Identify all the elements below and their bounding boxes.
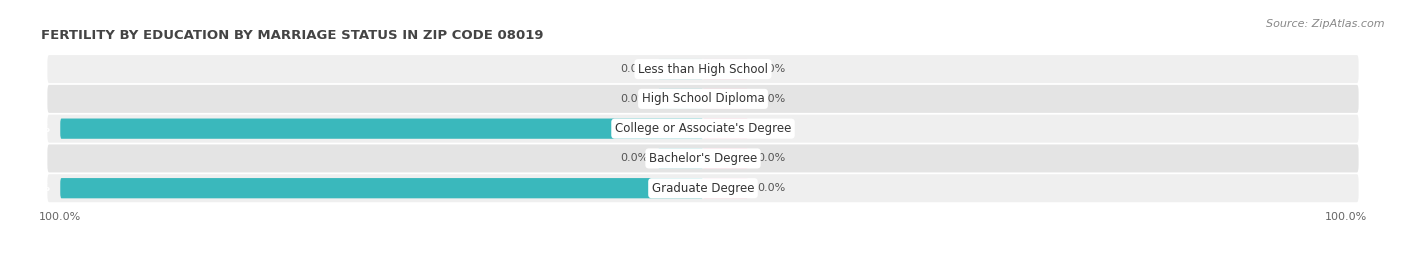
Text: Source: ZipAtlas.com: Source: ZipAtlas.com: [1267, 19, 1385, 29]
FancyBboxPatch shape: [703, 148, 748, 169]
FancyBboxPatch shape: [60, 118, 703, 139]
Text: Bachelor's Degree: Bachelor's Degree: [650, 152, 756, 165]
Text: College or Associate's Degree: College or Associate's Degree: [614, 122, 792, 135]
Text: 0.0%: 0.0%: [620, 94, 648, 104]
FancyBboxPatch shape: [48, 174, 1358, 202]
FancyBboxPatch shape: [658, 148, 703, 169]
FancyBboxPatch shape: [48, 115, 1358, 143]
Text: 0.0%: 0.0%: [620, 64, 648, 74]
FancyBboxPatch shape: [48, 55, 1358, 83]
FancyBboxPatch shape: [658, 89, 703, 109]
FancyBboxPatch shape: [703, 59, 748, 79]
FancyBboxPatch shape: [703, 178, 748, 198]
FancyBboxPatch shape: [703, 89, 748, 109]
Text: 100.0%: 100.0%: [4, 183, 51, 193]
FancyBboxPatch shape: [48, 85, 1358, 113]
Text: 0.0%: 0.0%: [758, 94, 786, 104]
FancyBboxPatch shape: [703, 118, 748, 139]
Text: High School Diploma: High School Diploma: [641, 92, 765, 105]
Text: 0.0%: 0.0%: [758, 153, 786, 163]
FancyBboxPatch shape: [48, 144, 1358, 172]
Text: 0.0%: 0.0%: [758, 183, 786, 193]
Legend: Married, Unmarried: Married, Unmarried: [620, 263, 786, 268]
Text: Graduate Degree: Graduate Degree: [652, 182, 754, 195]
Text: 100.0%: 100.0%: [4, 124, 51, 134]
Text: FERTILITY BY EDUCATION BY MARRIAGE STATUS IN ZIP CODE 08019: FERTILITY BY EDUCATION BY MARRIAGE STATU…: [41, 29, 544, 42]
Text: 0.0%: 0.0%: [620, 153, 648, 163]
FancyBboxPatch shape: [60, 178, 703, 198]
Text: Less than High School: Less than High School: [638, 63, 768, 76]
Text: 0.0%: 0.0%: [758, 64, 786, 74]
FancyBboxPatch shape: [658, 59, 703, 79]
Text: 0.0%: 0.0%: [758, 124, 786, 134]
